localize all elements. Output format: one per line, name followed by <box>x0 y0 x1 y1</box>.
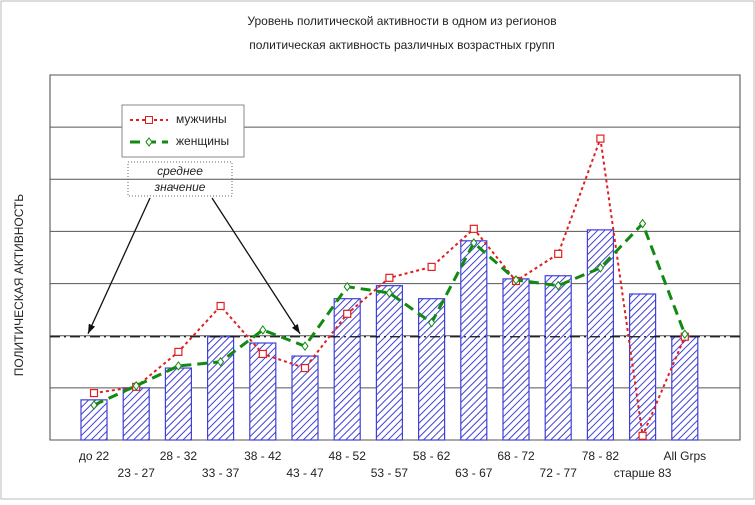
marker <box>343 309 352 318</box>
bar <box>164 367 192 441</box>
bar <box>418 298 446 441</box>
x-tick-label: 43 - 47 <box>286 466 324 480</box>
marker <box>216 356 225 367</box>
arrow-head <box>88 323 96 334</box>
marker <box>469 224 478 233</box>
x-tick-label: 38 - 42 <box>244 449 282 463</box>
legend-marker <box>145 137 153 147</box>
x-tick-label: 33 - 37 <box>202 466 240 480</box>
bar <box>375 285 403 441</box>
legend-marker <box>145 116 153 124</box>
bar <box>544 275 572 441</box>
x-tick-label: 28 - 32 <box>160 449 198 463</box>
x-tick-label: 72 - 77 <box>540 466 578 480</box>
bar <box>333 298 361 441</box>
bar <box>207 336 235 441</box>
annotation: среднее <box>157 164 203 178</box>
marker <box>216 301 225 311</box>
x-tick-label: 23 - 27 <box>118 466 156 480</box>
bar <box>460 240 488 441</box>
marker <box>301 341 309 351</box>
bar <box>671 336 699 441</box>
bar <box>249 342 277 441</box>
chart-subtitle: политическая активность различных возрас… <box>249 38 555 52</box>
marker <box>427 262 436 271</box>
x-tick-label: 78 - 82 <box>582 449 620 463</box>
marker <box>638 218 647 229</box>
bar <box>122 387 150 441</box>
x-tick-label: 53 - 57 <box>371 466 409 480</box>
legend-label: женщины <box>176 134 229 148</box>
bar <box>502 278 530 441</box>
marker <box>596 263 605 273</box>
legend-box <box>121 104 245 158</box>
marker <box>385 273 394 282</box>
x-tick-label: 63 - 67 <box>455 466 493 480</box>
x-tick-label: 58 - 62 <box>413 449 451 463</box>
marker <box>385 288 394 298</box>
chart-title: Уровень политической активности в одном … <box>247 14 556 28</box>
annotation: значение <box>154 180 206 194</box>
marker <box>470 238 478 248</box>
marker <box>343 281 351 292</box>
marker <box>554 249 563 258</box>
marker <box>132 380 140 391</box>
marker <box>89 388 99 398</box>
y-axis-label: ПОЛИТИЧЕСКАЯ АКТИВНОСТЬ <box>12 194 26 376</box>
marker <box>512 275 520 285</box>
annotation-arrow <box>87 197 151 335</box>
x-tick-label: All Grps <box>663 449 706 463</box>
marker <box>638 431 647 440</box>
marker <box>258 349 267 359</box>
bar <box>586 229 615 441</box>
marker <box>174 361 183 371</box>
marker <box>427 317 436 328</box>
marker <box>554 280 562 291</box>
marker <box>174 347 183 356</box>
marker <box>300 363 310 373</box>
marker <box>90 400 98 410</box>
x-tick-label: старше 83 <box>614 466 672 480</box>
x-tick-label: 68 - 72 <box>497 449 535 463</box>
x-tick-label: 48 - 52 <box>329 449 367 463</box>
bar <box>628 293 657 441</box>
marker <box>259 325 267 335</box>
legend-label: мужчины <box>176 112 227 126</box>
marker <box>596 134 605 143</box>
annotation-arrow <box>211 197 301 335</box>
marker <box>681 329 689 339</box>
x-tick-label: до 22 <box>79 449 110 463</box>
arrow-head <box>292 324 300 334</box>
annotation-box <box>127 161 233 197</box>
